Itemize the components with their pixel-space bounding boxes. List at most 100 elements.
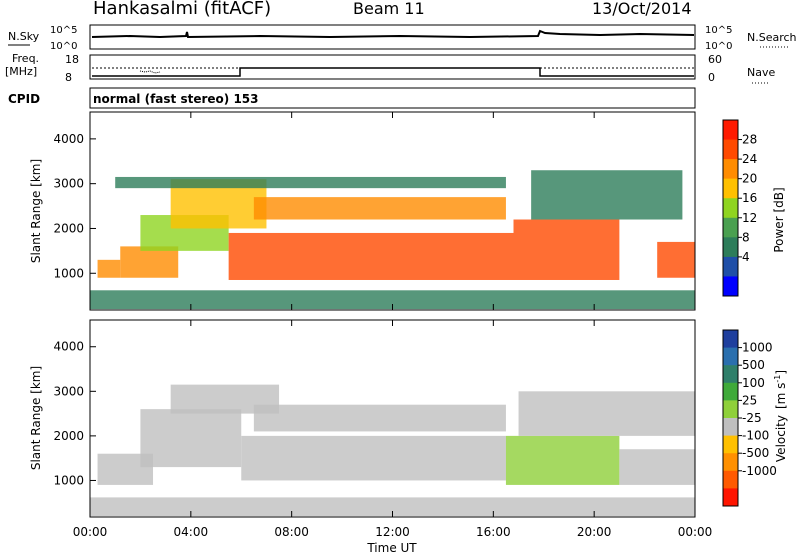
velocity-panel: 4000 3000 2000 1000 Slant Range [km] <box>29 319 696 518</box>
velocity-colorbar-swatch-8 <box>723 470 738 489</box>
velocity-colorbar-swatch-6 <box>723 435 738 454</box>
xtick-label-1: 04:00 <box>174 525 209 539</box>
power-band-0 <box>90 290 695 310</box>
power-band-9 <box>531 170 683 220</box>
velocity-band-6 <box>505 435 620 485</box>
velocity-colorbar-tick-label-0: 1000 <box>742 341 773 355</box>
velocity-colorbar-swatch-1 <box>723 347 738 366</box>
freq-unit: [MHz] <box>5 65 37 78</box>
power-colorbar-swatch-6 <box>723 237 738 258</box>
power-band-10 <box>657 241 695 278</box>
power-colorbar-frame <box>722 119 739 297</box>
power-colorbar-swatch-8 <box>723 276 738 297</box>
xtick-label-2: 08:00 <box>274 525 309 539</box>
freq-tick-bottom: 8 <box>65 71 72 84</box>
velocity-label-close: ] <box>774 370 788 375</box>
power-heatmap <box>90 170 695 310</box>
velocity-colorbar-swatch-4 <box>723 400 738 419</box>
power-ytick-label-0: 4000 <box>53 132 84 146</box>
power-ytick-label-1: 3000 <box>53 177 84 191</box>
cpid-label: CPID <box>8 92 40 106</box>
power-band-8 <box>513 219 620 280</box>
power-colorbar-swatch-7 <box>723 256 738 277</box>
velocity-band-2 <box>140 409 242 468</box>
power-panel: 4000 3000 2000 1000 Slant Range [km] <box>29 111 696 311</box>
velocity-colorbar-swatch-3 <box>723 382 738 401</box>
freq-strip: Freq. [MHz] 18 8 60 0 Nave <box>5 52 775 84</box>
power-ytick-label-3: 1000 <box>53 266 84 280</box>
velocity-band-8 <box>619 449 695 485</box>
power-colorbar-swatch-3 <box>723 178 738 199</box>
power-band-6 <box>253 197 506 220</box>
nsky-tick-bottom: 10^0 <box>50 41 77 52</box>
power-colorbar-tick-label-4: 12 <box>742 211 757 225</box>
power-colorbar-swatch-2 <box>723 159 738 180</box>
velocity-label-unit: [m s <box>774 383 788 409</box>
cpid-box <box>89 87 696 109</box>
x-axis: 00:00 04:00 08:00 12:00 16:00 20:00 00:00 <box>73 112 713 539</box>
velocity-ytick-label-1: 3000 <box>53 384 84 398</box>
velocity-colorbar-tick-label-2: 100 <box>742 376 765 390</box>
velocity-band-0 <box>90 497 695 517</box>
velocity-colorbar-tick-label-6: -500 <box>742 446 769 460</box>
velocity-y-label: Slant Range [km] <box>29 366 43 470</box>
beam-label: Beam 11 <box>353 0 425 18</box>
velocity-heatmap <box>90 384 695 517</box>
velocity-colorbar-swatch-9 <box>723 488 738 507</box>
nsky-tick-top: 10^5 <box>50 25 77 36</box>
velocity-colorbar-tick-label-1: 500 <box>742 358 765 372</box>
x-axis-label: Time UT <box>366 541 417 554</box>
xtick-label-6: 00:00 <box>678 525 713 539</box>
power-colorbar-tick-label-0: 28 <box>742 133 757 147</box>
power-colorbar: 28 24 20 16 12 8 4 Power [dB] <box>722 119 786 297</box>
velocity-colorbar-tick-label-5: -100 <box>742 429 769 443</box>
nave-tick-bottom: 0 <box>708 71 715 84</box>
freq-trace <box>92 67 694 77</box>
velocity-band-7 <box>518 391 695 436</box>
nsky-strip: N.Sky 10^5 10^0 10^5 10^0 N.Search <box>8 24 797 52</box>
nsearch-tick-top: 10^5 <box>705 25 732 36</box>
cpid-value: normal (fast stereo) 153 <box>93 92 259 106</box>
power-colorbar-tick-label-1: 24 <box>742 152 757 166</box>
velocity-colorbar-swatch-7 <box>723 453 738 472</box>
xtick-label-5: 20:00 <box>577 525 612 539</box>
nsearch-label: N.Search <box>747 31 797 44</box>
velocity-ytick-label-0: 4000 <box>53 340 84 354</box>
nave-tick-top: 60 <box>708 53 722 66</box>
velocity-y-axis: 4000 3000 2000 1000 <box>53 340 96 487</box>
date-label: 13/Oct/2014 <box>592 0 692 18</box>
velocity-colorbar-swatch-2 <box>723 365 738 384</box>
velocity-colorbar-tick-label-3: 25 <box>742 393 757 407</box>
power-y-label: Slant Range [km] <box>29 159 43 263</box>
nsky-trace <box>91 29 695 39</box>
power-band-1 <box>97 259 121 278</box>
velocity-label-main: Velocity <box>774 415 788 462</box>
power-y-axis: 4000 3000 2000 1000 <box>53 132 96 280</box>
power-colorbar-tick-label-5: 8 <box>742 230 750 244</box>
velocity-colorbar-swatch-0 <box>723 330 738 349</box>
velocity-colorbar-swatch-5 <box>723 418 738 437</box>
velocity-colorbar-label: Velocity [m s-1] <box>773 370 788 462</box>
power-band-5 <box>228 232 514 280</box>
velocity-colorbar-tick-label-7: -1000 <box>742 464 777 478</box>
power-colorbar-tick-label-3: 16 <box>742 191 757 205</box>
xtick-label-0: 00:00 <box>73 525 108 539</box>
power-band-2 <box>120 246 179 278</box>
freq-label: Freq. <box>12 52 39 65</box>
power-ytick-label-2: 2000 <box>53 221 84 235</box>
power-colorbar-tick-label-6: 4 <box>742 250 750 264</box>
velocity-colorbar: 1000 500 100 25 -25 -100 -500 -1000 Velocity [m … <box>722 329 788 507</box>
freq-scatter <box>139 70 161 74</box>
power-colorbar-label: Power [dB] <box>772 187 786 252</box>
xtick-label-3: 12:00 <box>375 525 410 539</box>
power-band-7 <box>115 176 506 189</box>
power-colorbar-swatch-4 <box>723 198 738 219</box>
velocity-band-4 <box>241 435 506 481</box>
power-colorbar-tick-label-2: 20 <box>742 172 757 186</box>
velocity-ytick-label-2: 2000 <box>53 429 84 443</box>
xtick-label-4: 16:00 <box>476 525 511 539</box>
velocity-label-exp: -1 <box>773 375 782 383</box>
nsearch-tick-bottom: 10^0 <box>705 41 732 52</box>
power-colorbar-swatch-1 <box>723 139 738 160</box>
